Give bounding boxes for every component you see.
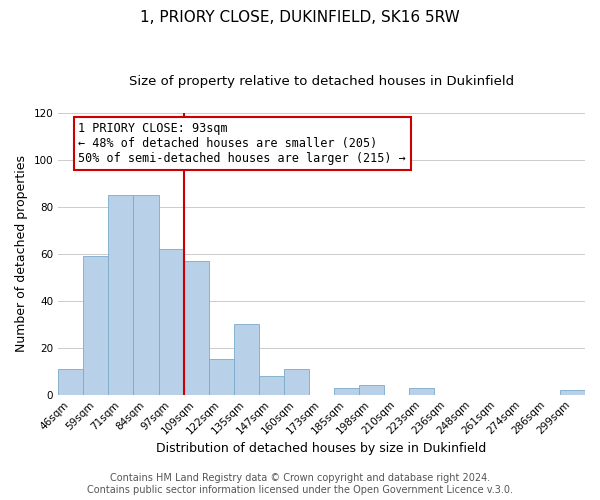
Bar: [133, 195, 158, 394]
Bar: [109, 195, 133, 394]
Bar: [284, 369, 309, 394]
Bar: [409, 388, 434, 394]
Text: 1, PRIORY CLOSE, DUKINFIELD, SK16 5RW: 1, PRIORY CLOSE, DUKINFIELD, SK16 5RW: [140, 10, 460, 25]
Bar: [83, 256, 109, 394]
Bar: [234, 324, 259, 394]
Bar: [334, 388, 359, 394]
Bar: [184, 261, 209, 394]
Title: Size of property relative to detached houses in Dukinfield: Size of property relative to detached ho…: [129, 75, 514, 88]
Bar: [259, 376, 284, 394]
Bar: [58, 369, 83, 394]
Bar: [359, 386, 385, 394]
Bar: [560, 390, 585, 394]
Text: 1 PRIORY CLOSE: 93sqm
← 48% of detached houses are smaller (205)
50% of semi-det: 1 PRIORY CLOSE: 93sqm ← 48% of detached …: [78, 122, 406, 165]
Bar: [209, 360, 234, 394]
Y-axis label: Number of detached properties: Number of detached properties: [15, 156, 28, 352]
X-axis label: Distribution of detached houses by size in Dukinfield: Distribution of detached houses by size …: [157, 442, 487, 455]
Bar: [158, 249, 184, 394]
Text: Contains HM Land Registry data © Crown copyright and database right 2024.
Contai: Contains HM Land Registry data © Crown c…: [87, 474, 513, 495]
